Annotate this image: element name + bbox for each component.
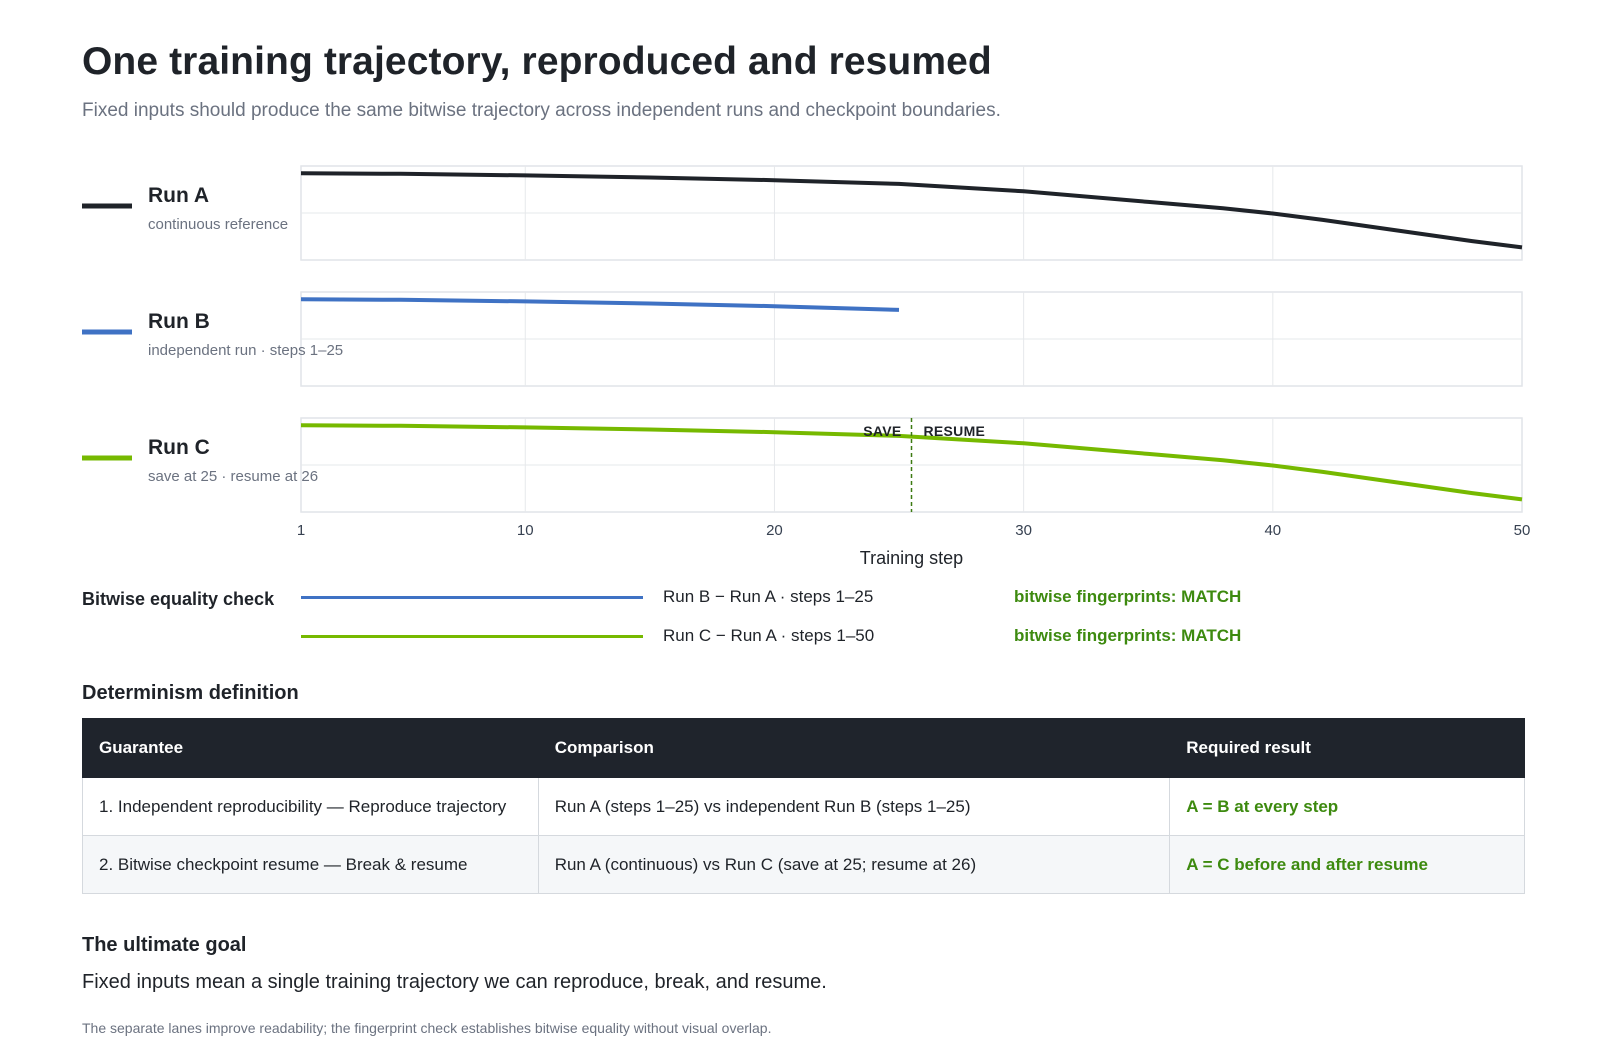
trajectory-chart: Run A continuous reference Run B independen… [82,165,1531,568]
x-tick-label: 20 [766,522,783,539]
check-desc-c: Run C − Run A · steps 1–50 [663,626,875,645]
series-description: save at 25 · resume at 26 [148,468,318,485]
x-tick-label: 40 [1264,522,1281,539]
footnote: The separate lanes improve readability; … [82,1020,772,1036]
series-line [300,423,1523,502]
check-line-c [301,635,643,638]
bitwise-check-section: Bitwise equality check Run B − Run A · s… [0,585,1600,665]
goal-title: The ultimate goal [82,934,247,956]
series-line [300,297,900,312]
series-name: Run B [148,310,210,333]
check-status-b: bitwise fingerprints: MATCH [1014,587,1242,606]
guarantee-cell: 1. Independent reproducibility — Reprodu… [82,777,539,836]
x-tick-label: 30 [1015,522,1032,539]
x-tick-label: 1 [297,522,305,539]
save-label: SAVE [863,423,901,439]
table-row: 2. Bitwise checkpoint resume — Break & r… [82,835,1525,894]
required-result-cell: A = B at every step [1169,777,1525,836]
required-result-cell: A = C before and after resume [1169,835,1525,894]
x-tick-label: 50 [1514,522,1531,539]
x-tick-label: 10 [517,522,534,539]
comparison-cell: Run A (steps 1–25) vs independent Run B … [537,777,1171,836]
definition-title: Determinism definition [82,682,299,704]
column-header-required-result: Required result [1169,718,1525,778]
series-description: continuous reference [148,216,288,233]
guarantee-cell: 2. Bitwise checkpoint resume — Break & r… [82,835,539,894]
goal-text: Fixed inputs mean a single training traj… [82,971,827,993]
bitwise-check-title: Bitwise equality check [82,589,275,609]
resume-label: RESUME [924,423,986,439]
comparison-cell: Run A (continuous) vs Run C (save at 25;… [537,835,1171,894]
check-line-b [301,596,643,599]
column-header-comparison: Comparison [537,718,1171,778]
page-title: One training trajectory, reproduced and … [82,40,992,83]
definition-table: Guarantee Comparison Required result 1. … [82,718,1525,894]
check-status-c: bitwise fingerprints: MATCH [1014,626,1242,645]
series-name: Run A [148,184,209,207]
x-axis-title: Training step [860,548,963,568]
series-description: independent run · steps 1–25 [148,342,343,359]
table-row: 1. Independent reproducibility — Reprodu… [82,777,1525,836]
check-desc-b: Run B − Run A · steps 1–25 [663,587,874,606]
column-header-guarantee: Guarantee [82,718,539,778]
series-line [300,171,1523,250]
table-header-row: Guarantee Comparison Required result [82,718,1525,778]
bitwise-check-row-c: Run C − Run A · steps 1–50 bitwise finge… [0,624,1600,648]
series-name: Run C [148,436,210,459]
bitwise-check-row-b: Run B − Run A · steps 1–25 bitwise finge… [0,585,1600,609]
page-subtitle: Fixed inputs should produce the same bit… [82,100,1001,121]
